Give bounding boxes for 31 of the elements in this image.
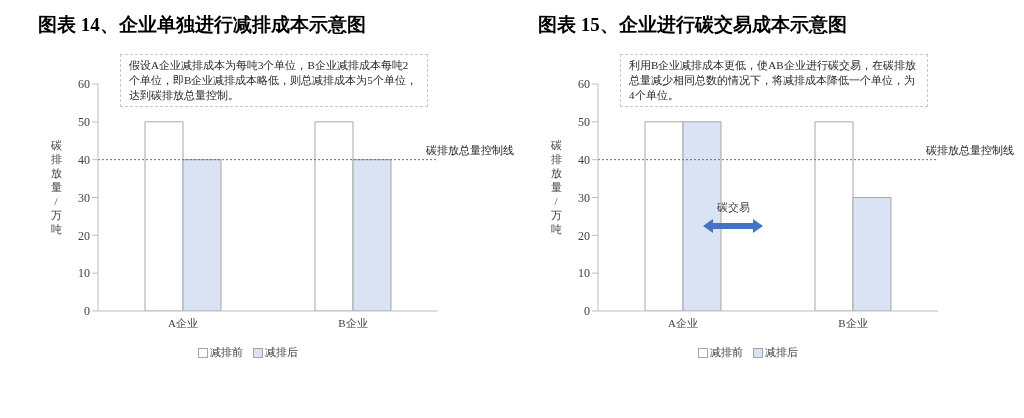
y-axis-title: 碳排放量/万吨 [49,138,63,236]
ref-line-label: 碳排放总量控制线 [925,143,1014,156]
y-tick-label: 40 [578,152,590,167]
y-tick-label: 60 [578,77,590,92]
y-tick-label: 50 [578,115,590,130]
annotation: 碳交易 [715,200,751,215]
x-tick-label: A企业 [168,316,198,329]
y-tick-label: 20 [578,228,590,243]
y-tick-label: 0 [584,304,590,319]
y-tick-label: 20 [78,228,90,243]
ref-line-label: 碳排放总量控制线 [425,143,514,156]
y-tick-label: 10 [578,266,590,281]
legend-label: 减排前 [709,345,743,360]
legend-label: 减排后 [764,345,798,360]
x-tick-label: B企业 [838,316,868,329]
y-tick-label: 30 [578,190,590,205]
y-tick-label: 30 [78,190,90,205]
x-tick-label: B企业 [338,316,368,329]
y-tick-label: 0 [84,304,90,319]
y-axis-title: 碳排放量/万吨 [549,138,563,236]
y-tick-label: 40 [78,152,90,167]
legend-label: 减排前 [209,345,243,360]
y-tick-label: 10 [78,266,90,281]
annotation: 假设A企业减排成本为每吨3个单位，B企业减排成本每吨2个单位，即B企业减排成本略低，则总减排成本为5个单位，达到碳排放总量控制。 [120,54,428,107]
y-tick-label: 50 [78,115,90,130]
annotation: 利用B企业减排成本更低，使AB企业进行碳交易，在碳排放总量减少相同总数的情况下，将减排成本降低一个单位，为4个单位。 [620,54,928,107]
chart-title: 图表 14、企业单独进行减排成本示意图 [37,13,367,37]
legend-label: 减排后 [264,345,298,360]
chart-title: 图表 15、企业进行碳交易成本示意图 [537,13,848,37]
y-tick-label: 60 [78,77,90,92]
x-tick-label: A企业 [668,316,698,329]
